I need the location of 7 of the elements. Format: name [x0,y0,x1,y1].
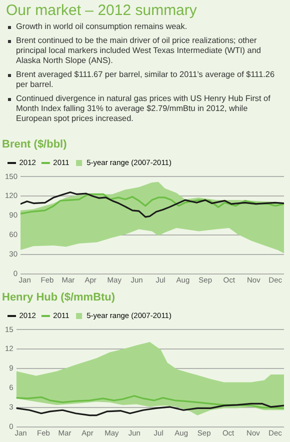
text: Our market – 2012 summary [6,2,198,19]
text: Brent averaged $111.67 per barrel, similar to 2011’s average of $111.26 per barrel. [16,70,276,90]
chart-title: Brent ($/bbl) [2,138,68,151]
text: Continued divergence in natural gas prices with US Henry Hub First of Month Index falling 31% to average $2.79/mmBtu in 2012, while European spot prices increased. [16,94,272,124]
text: Brent continued to be the main driver of oil price realizations; other principal local markers included West Texas Intermediate (WTI) and Alaska North Slope (ANS). [16,36,262,66]
chart-title: Henry Hub ($/mmBtu) [2,292,116,304]
text: Growth in world oil consumption remains weak. [16,22,188,32]
